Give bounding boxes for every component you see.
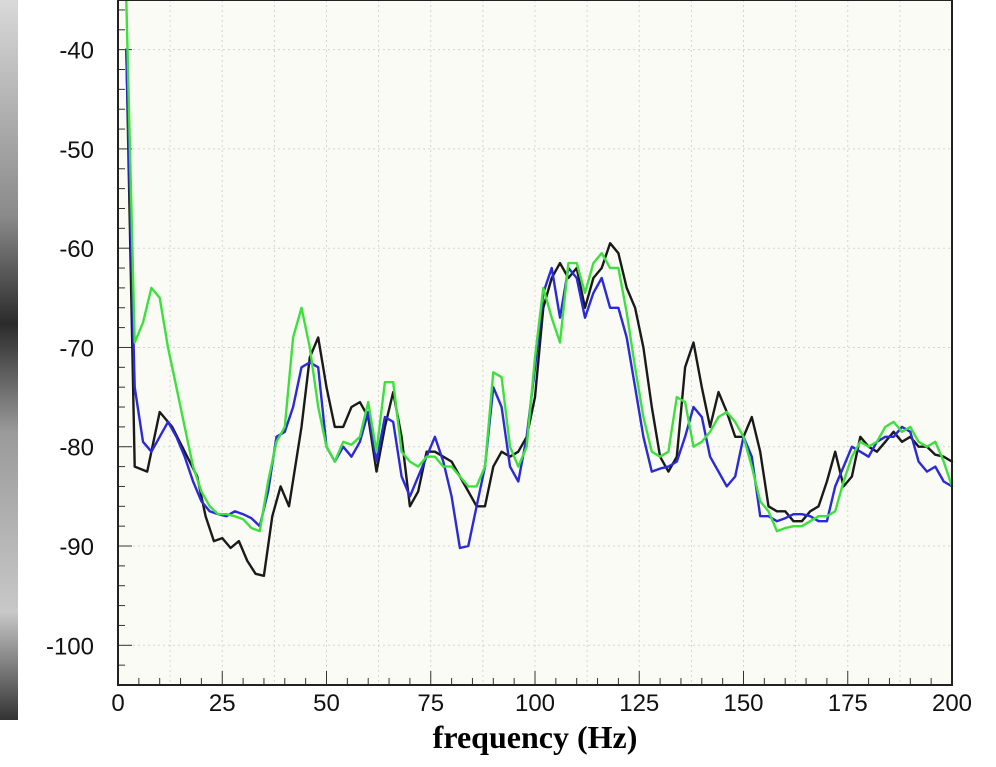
series-line-1	[125, 48, 954, 577]
x-tick-label: 175	[828, 690, 868, 717]
y-tick-label: -50	[59, 137, 94, 164]
y-tick-label: -40	[59, 38, 94, 65]
x-tick-labels: 0 25 50 75 100 125 150 175 200	[111, 690, 972, 717]
x-tick-label: 150	[723, 690, 763, 717]
x-tick-label: 200	[932, 690, 972, 717]
x-tick-label: 50	[313, 690, 340, 717]
plot-frame	[117, 0, 953, 686]
y-tick-label: -70	[59, 335, 94, 362]
y-tick-label: -100	[46, 633, 94, 660]
y-tick-labels: -40 -50 -60 -70 -80 -90 -100	[46, 38, 94, 661]
x-tick-label: 25	[209, 690, 236, 717]
y-tick-label: -60	[59, 236, 94, 263]
series-layer	[125, 0, 954, 577]
plot-area	[118, 0, 952, 685]
x-tick-label: 125	[619, 690, 659, 717]
x-axis-title: frequency (Hz)	[433, 719, 638, 755]
series-line-3	[125, 0, 954, 533]
x-tick-label: 0	[111, 690, 124, 717]
grid-lines	[118, 0, 952, 685]
background-photo-edge	[0, 0, 18, 720]
x-tick-label: 75	[417, 690, 444, 717]
y-tick-label: -90	[59, 534, 94, 561]
y-tick-label: -80	[59, 435, 94, 462]
x-tick-label: 100	[515, 690, 555, 717]
